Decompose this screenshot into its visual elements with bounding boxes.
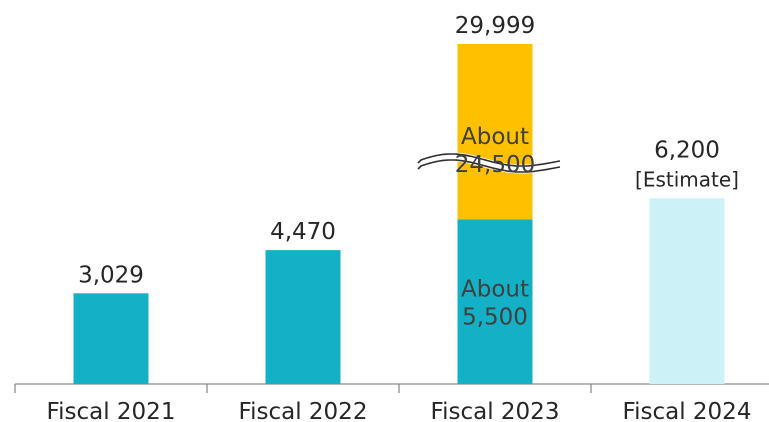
- axis-break-line: [417, 153, 561, 167]
- axis-break-gap: [414, 152, 561, 174]
- axis-break-line: [417, 159, 561, 173]
- x-tick-label: Fiscal 2024: [623, 399, 752, 422]
- bar-value-label: 3,029: [78, 262, 144, 288]
- bar-segment-label: About: [461, 277, 529, 303]
- bar-segment: [457, 219, 533, 384]
- bar-value-label: 29,999: [455, 13, 535, 39]
- bar: [649, 198, 725, 384]
- bar-segment-label: About: [461, 124, 529, 150]
- bar-value-label: 6,200: [654, 137, 720, 163]
- bar-segment-label: 5,500: [462, 305, 528, 331]
- bar-value-label: 4,470: [270, 219, 336, 245]
- bar: [265, 250, 341, 384]
- x-tick-label: Fiscal 2021: [47, 399, 176, 422]
- x-tick-label: Fiscal 2023: [431, 399, 560, 422]
- bar-segment: [457, 44, 533, 220]
- bar-note-label: [Estimate]: [635, 167, 739, 191]
- bar-segment-label: 24,500: [455, 152, 535, 178]
- x-tick-label: Fiscal 2022: [239, 399, 368, 422]
- bar: [73, 293, 149, 384]
